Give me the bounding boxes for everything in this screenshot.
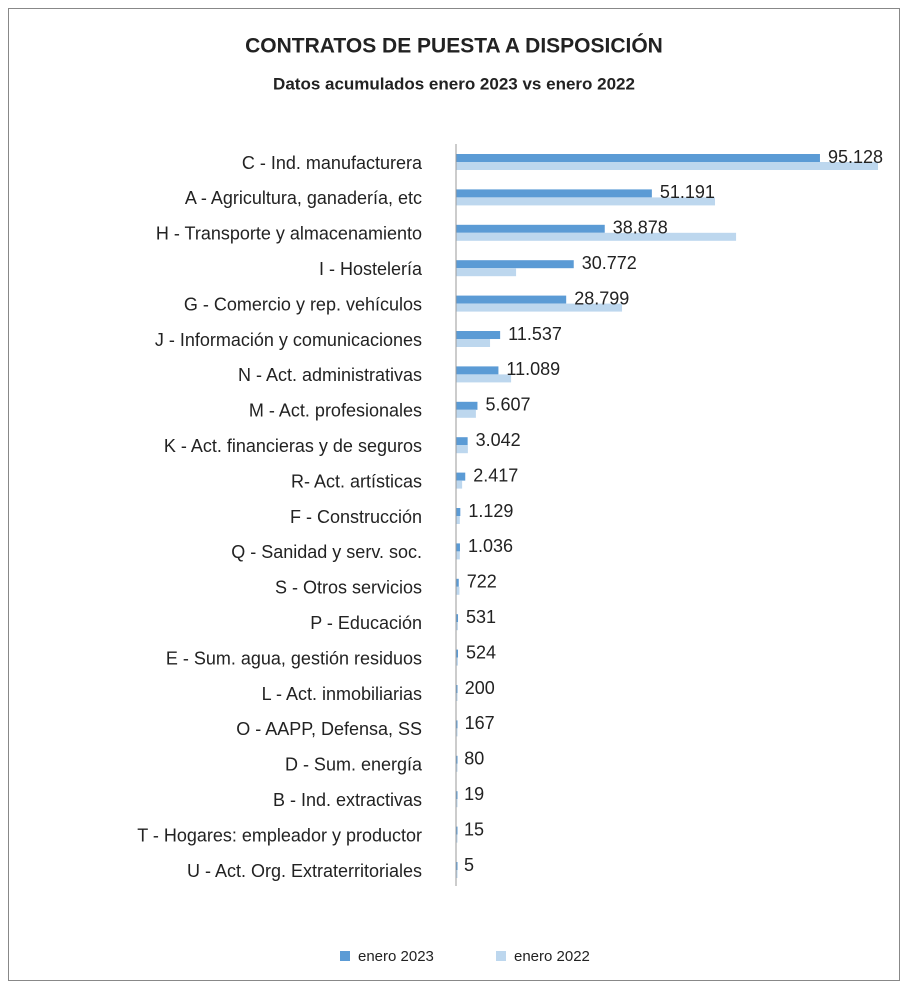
- category-label: N - Act. administrativas: [238, 365, 422, 385]
- bar: [456, 401, 478, 410]
- bar: [456, 331, 501, 339]
- bar: [456, 339, 491, 347]
- legend-swatch: [340, 951, 350, 961]
- category-label: H - Transporte y almacenamiento: [156, 224, 422, 244]
- bar: [456, 826, 458, 835]
- data-label: 531: [466, 607, 496, 627]
- bar: [456, 657, 458, 666]
- bar: [456, 649, 459, 658]
- bar: [456, 224, 605, 233]
- data-label: 5: [464, 855, 474, 875]
- data-label: 51.191: [660, 182, 715, 202]
- data-label: 95.128: [828, 147, 883, 167]
- category-label: E - Sum. agua, gestión residuos: [166, 648, 422, 668]
- bar: [456, 472, 466, 481]
- bar: [456, 260, 574, 269]
- bar: [456, 508, 461, 516]
- bar: [456, 622, 458, 631]
- data-label: 11.537: [508, 324, 562, 344]
- bar: [456, 862, 458, 870]
- category-label: O - AAPP, Defensa, SS: [236, 719, 422, 739]
- data-label: 1.129: [468, 501, 513, 521]
- category-label: D - Sum. energía: [285, 755, 423, 775]
- data-label: 38.878: [613, 218, 668, 238]
- data-label: 15: [464, 819, 484, 839]
- data-label: 11.089: [506, 359, 560, 379]
- category-label: P - Educación: [310, 613, 422, 633]
- chart-subtitle: Datos acumulados enero 2023 vs enero 202…: [273, 74, 635, 93]
- category-label: Q - Sanidad y serv. soc.: [231, 542, 422, 562]
- bar: [456, 799, 458, 808]
- data-label: 524: [466, 642, 496, 662]
- data-label: 28.799: [574, 288, 629, 308]
- bar: [456, 543, 460, 552]
- category-label: S - Otros servicios: [275, 578, 422, 598]
- category-label: F - Construcción: [290, 507, 422, 527]
- bar: [456, 755, 458, 764]
- bar: [456, 728, 458, 737]
- bar: [456, 189, 652, 198]
- bar: [456, 578, 459, 587]
- category-label: K - Act. financieras y de seguros: [164, 436, 422, 456]
- bar: [456, 409, 476, 418]
- bar: [456, 551, 460, 560]
- data-label: 3.042: [476, 430, 521, 450]
- category-label: I - Hostelería: [319, 259, 423, 279]
- category-label: T - Hogares: empleador y productor: [137, 825, 422, 845]
- bar: [456, 516, 460, 524]
- chart-border: [8, 8, 900, 981]
- data-label: 80: [464, 749, 484, 769]
- category-label: A - Agricultura, ganadería, etc: [185, 188, 422, 208]
- legend-label: enero 2023: [358, 948, 434, 965]
- bar: [456, 685, 458, 693]
- bar: [456, 614, 459, 623]
- category-label: L - Act. inmobiliarias: [262, 684, 422, 704]
- legend-label: enero 2022: [514, 948, 590, 965]
- bar: [456, 295, 567, 304]
- category-label: U - Act. Org. Extraterritoriales: [187, 861, 422, 881]
- bar: [456, 303, 623, 312]
- category-label: G - Comercio y rep. vehículos: [184, 294, 422, 314]
- bar: [456, 374, 512, 383]
- bar: [456, 268, 517, 277]
- bar: [456, 154, 820, 162]
- data-label: 30.772: [582, 253, 637, 273]
- bar: [456, 791, 458, 800]
- bar: [456, 162, 879, 170]
- category-label: J - Información y comunicaciones: [155, 330, 422, 350]
- data-label: 5.607: [485, 395, 530, 415]
- bar: [456, 232, 737, 241]
- data-label: 19: [464, 784, 484, 804]
- data-label: 167: [465, 713, 495, 733]
- bar: [456, 870, 458, 878]
- legend-swatch: [496, 951, 506, 961]
- data-label: 722: [467, 572, 497, 592]
- bar: [456, 834, 458, 843]
- data-label: 200: [465, 678, 495, 698]
- bar: [456, 693, 458, 701]
- bar: [456, 720, 458, 729]
- bar: [456, 437, 468, 446]
- bar: [456, 586, 460, 595]
- category-label: R- Act. artísticas: [291, 471, 422, 491]
- bar: [456, 763, 458, 772]
- data-label: 2.417: [473, 465, 518, 485]
- category-label: M - Act. profesionales: [249, 401, 422, 421]
- data-label: 1.036: [468, 536, 513, 556]
- category-label: B - Ind. extractivas: [273, 790, 422, 810]
- chart-title: CONTRATOS DE PUESTA A DISPOSICIÓN: [245, 34, 663, 58]
- bar: [456, 480, 463, 489]
- bar: [456, 445, 468, 454]
- category-label: C - Ind. manufacturera: [242, 153, 423, 173]
- bar: [456, 197, 716, 206]
- bar: [456, 366, 499, 375]
